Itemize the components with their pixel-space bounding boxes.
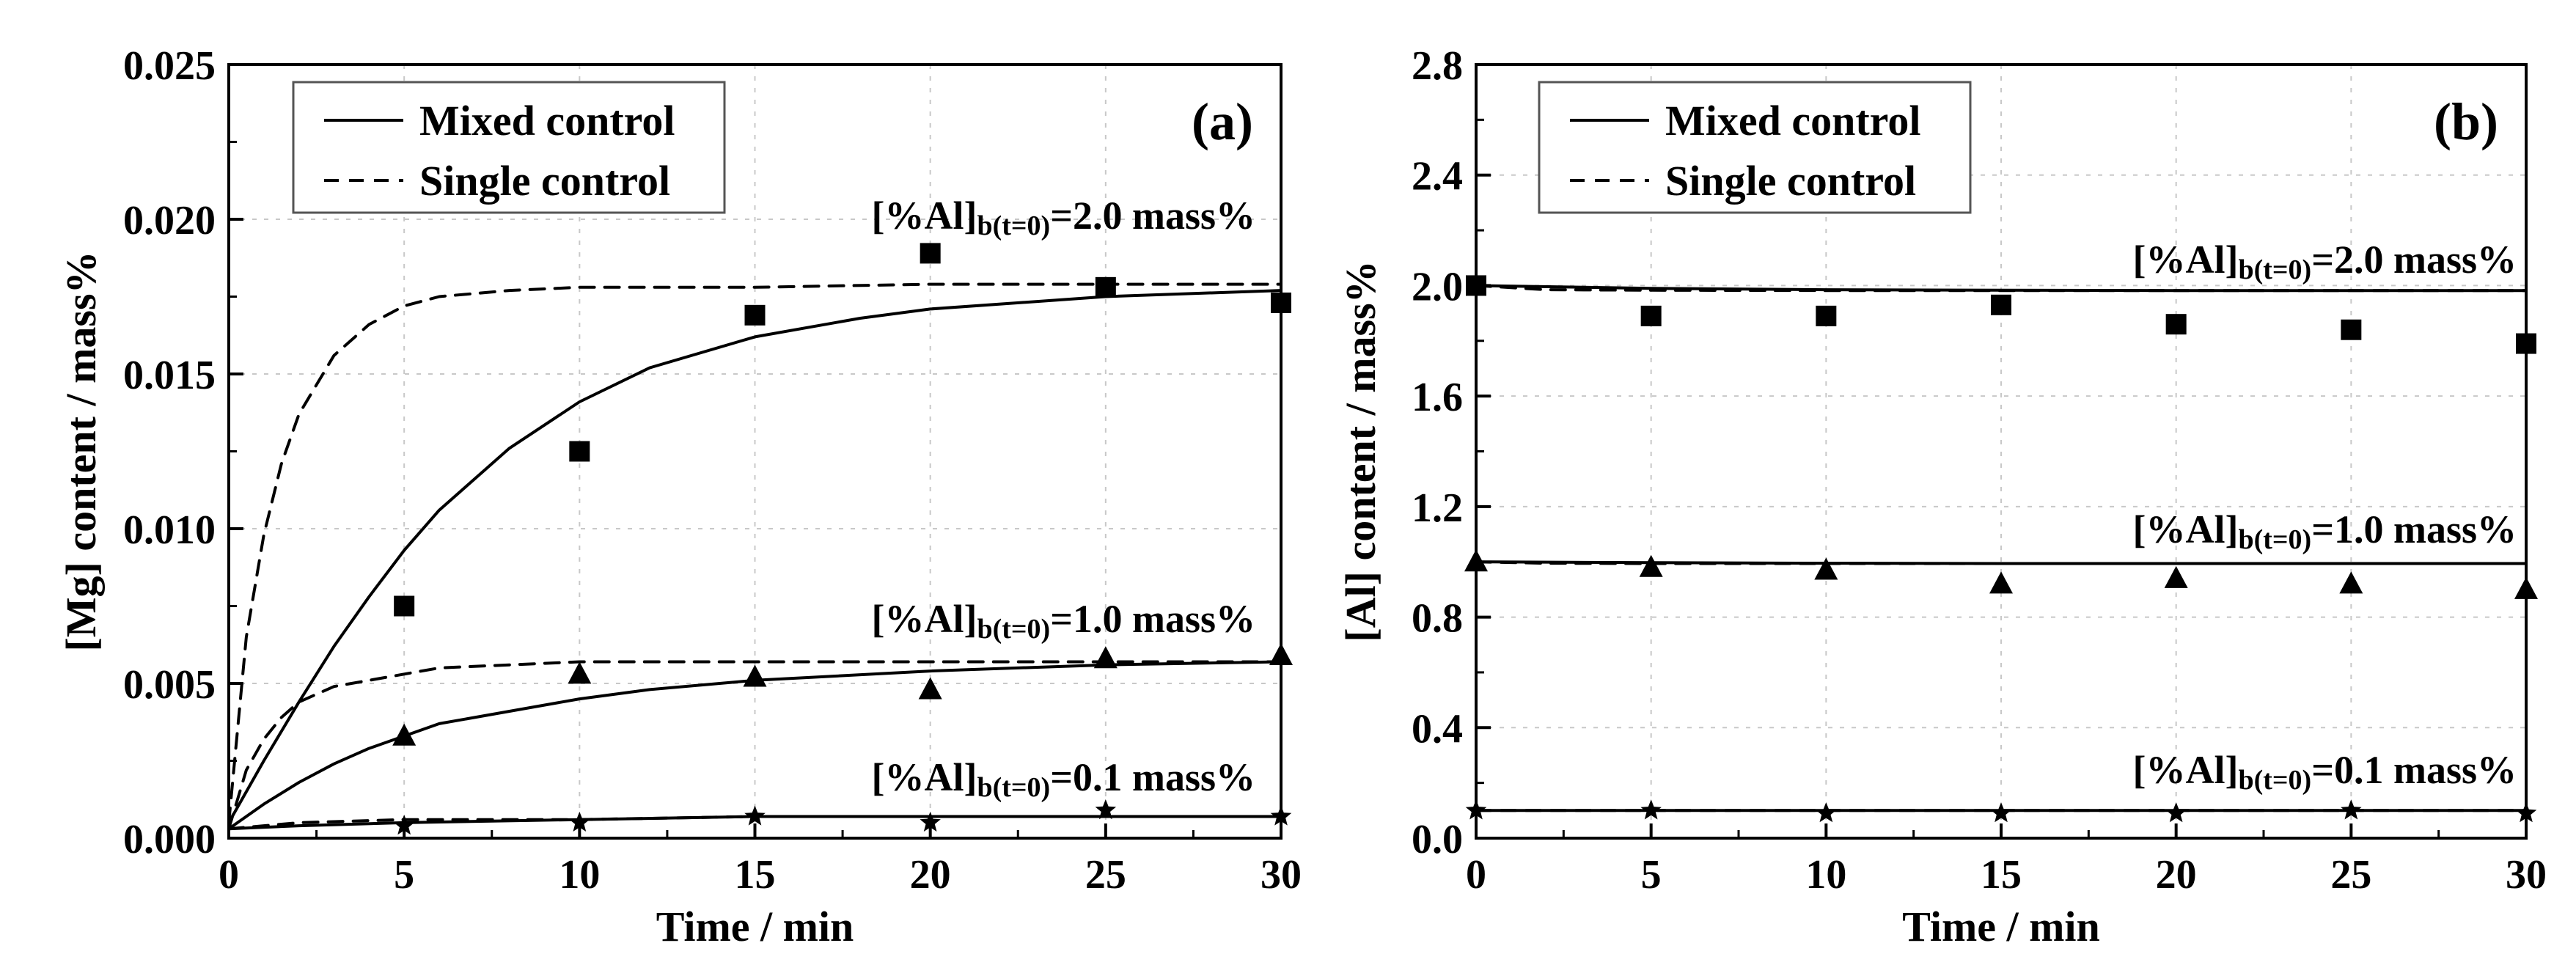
y-tick-label-0-0-b: 0.0 xyxy=(1412,817,1463,862)
marker-square-al-b-t-0-2-0-mass-t5-a xyxy=(394,595,415,617)
panel-label-b: (b) xyxy=(2434,92,2498,151)
annotation-al-0-1-b: [%Al]b(t=0)=0.1 mass% xyxy=(2132,748,2517,796)
annotation-al-1-0-a: [%Al]b(t=0)=1.0 mass% xyxy=(871,597,1255,645)
marker-star-al-b-t-0-0-1-mass-t20-b xyxy=(2165,802,2187,823)
curve-solid-al-b-t-0-2-0-mass-a xyxy=(227,289,1283,824)
chart-panel-b: 0 5 10 15 20 25 30 0.0 0.4 0.8 1.2 1.6 2.0 2.4 2.8 Ti… xyxy=(1337,43,2547,950)
marker-square-al-b-t-0-2-0-mass-t20-a xyxy=(920,243,941,264)
marker-star-al-b-t-0-0-1-mass-t5-b xyxy=(1640,799,1662,820)
marker-square-al-b-t-0-2-0-mass-t25-a xyxy=(1095,276,1116,298)
legend-box-a xyxy=(292,81,726,214)
x-tick-label-0-b: 0 xyxy=(1466,852,1486,898)
marker-square-al-b-t-0-2-0-mass-t20-b xyxy=(2165,314,2187,335)
curve-dashed-al-b-t-0-2-0-mass-b xyxy=(1475,284,2528,293)
x-tick-label-5-a: 5 xyxy=(394,852,414,898)
x-tick-label-20-a: 20 xyxy=(910,852,951,898)
y-tick-labels-b: 0.0 0.4 0.8 1.2 1.6 2.0 2.4 2.8 xyxy=(1412,43,1463,862)
panel-label-a: (a) xyxy=(1192,92,1253,151)
y-tick-label-0-015-a: 0.015 xyxy=(123,353,216,398)
marker-triangle-al-b-t-0-1-0-mass-t10-b xyxy=(1814,557,1838,580)
chart-panel-a: 0 5 10 15 20 25 30 0.0000.0050.0100.0150.0200.… xyxy=(57,43,1302,950)
x-tick-label-0-a: 0 xyxy=(219,852,239,898)
marker-star-al-b-t-0-0-1-mass-t20-a xyxy=(920,811,941,832)
legend-box-b xyxy=(1538,81,1972,214)
y-axis-label-b: [Al] content / mass% xyxy=(1337,260,1384,642)
annotation-al-0-1-a: [%Al]b(t=0)=0.1 mass% xyxy=(871,755,1255,803)
marker-triangle-al-b-t-0-1-0-mass-t10-a xyxy=(568,661,592,684)
x-tick-label-25-a: 25 xyxy=(1085,852,1126,898)
x-tick-label-15-b: 15 xyxy=(1981,852,2022,898)
x-tick-label-20-b: 20 xyxy=(2156,852,2197,898)
curve-solid-al-b-t-0-1-0-mass-a xyxy=(227,660,1283,831)
x-tick-label-10-b: 10 xyxy=(1805,852,1846,898)
x-tick-label-25-b: 25 xyxy=(2330,852,2371,898)
x-axis-label-a: Time / min xyxy=(656,903,854,950)
marker-triangle-al-b-t-0-1-0-mass-t20-a xyxy=(918,677,942,700)
y-tick-label-0-000-a: 0.000 xyxy=(123,817,216,862)
marker-square-al-b-t-0-2-0-mass-t10-b xyxy=(1816,305,1837,326)
y-tick-label-2-0-b: 2.0 xyxy=(1412,264,1463,309)
y-tick-label-1-2-b: 1.2 xyxy=(1412,485,1463,531)
y-tick-label-0-025-a: 0.025 xyxy=(123,43,216,89)
legend-label-single-control-a: Single control xyxy=(419,157,670,205)
marker-triangle-al-b-t-0-1-0-mass-t5-b xyxy=(1639,554,1663,577)
x-tick-label-30-b: 30 xyxy=(2506,852,2547,898)
y-tick-label-0-8-b: 0.8 xyxy=(1412,596,1463,642)
x-tick-labels-b: 0 5 10 15 20 25 30 xyxy=(1466,852,2547,898)
marker-triangle-al-b-t-0-1-0-mass-t25-b xyxy=(2339,571,2363,594)
marker-square-al-b-t-0-2-0-mass-t5-b xyxy=(1640,305,1662,326)
marker-square-al-b-t-0-2-0-mass-t25-b xyxy=(2341,319,2362,340)
y-tick-label-1-6-b: 1.6 xyxy=(1412,375,1463,420)
y-tick-label-0-020-a: 0.020 xyxy=(123,198,216,243)
marker-square-al-b-t-0-2-0-mass-t10-a xyxy=(569,441,590,462)
annotation-al-2-0-b: [%Al]b(t=0)=2.0 mass% xyxy=(2132,238,2517,285)
y-tick-label-0-4-b: 0.4 xyxy=(1412,706,1463,752)
marker-star-al-b-t-0-0-1-mass-t10-b xyxy=(1816,802,1837,823)
marker-triangle-al-b-t-0-1-0-mass-t20-b xyxy=(2164,565,2188,588)
marker-star-al-b-t-0-0-1-mass-t25-b xyxy=(2341,799,2362,820)
marker-star-al-b-t-0-0-1-mass-t10-a xyxy=(569,811,590,832)
x-tick-label-5-b: 5 xyxy=(1641,852,1662,898)
marker-triangle-al-b-t-0-1-0-mass-t15-a xyxy=(743,664,767,687)
y-tick-label-0-010-a: 0.010 xyxy=(123,507,216,553)
y-tick-label-2-8-b: 2.8 xyxy=(1412,43,1463,89)
y-tick-label-0-005-a: 0.005 xyxy=(123,662,216,708)
marker-star-al-b-t-0-0-1-mass-t25-a xyxy=(1095,799,1117,820)
marker-star-al-b-t-0-0-1-mass-t15-a xyxy=(744,805,766,826)
x-tick-label-15-a: 15 xyxy=(735,852,776,898)
annotation-al-1-0-b: [%Al]b(t=0)=1.0 mass% xyxy=(2132,507,2517,555)
marker-star-al-b-t-0-0-1-mass-t15-b xyxy=(1990,802,2012,823)
marker-triangle-al-b-t-0-1-0-mass-t5-a xyxy=(392,723,417,746)
axis-ticks-a xyxy=(227,63,1283,840)
curve-dashed-al-b-t-0-2-0-mass-a xyxy=(227,282,1283,824)
curve-dashed-al-b-t-0-1-0-mass-b xyxy=(1475,560,2528,565)
curve-dashed-al-b-t-0-1-0-mass-a xyxy=(227,660,1283,831)
annotation-al-2-0-a: [%Al]b(t=0)=2.0 mass% xyxy=(871,194,1255,241)
legend-a: Mixed control Single control xyxy=(292,81,726,214)
legend-label-single-control-b: Single control xyxy=(1665,157,1916,205)
y-axis-label-a: [Mg] content / mass% xyxy=(57,251,105,651)
x-tick-label-30-a: 30 xyxy=(1261,852,1302,898)
x-tick-labels-a: 0 5 10 15 20 25 30 xyxy=(219,852,1302,898)
x-axis-label-b: Time / min xyxy=(1902,903,2100,950)
marker-square-al-b-t-0-2-0-mass-t15-a xyxy=(744,304,766,326)
y-tick-labels-a: 0.000 0.005 0.010 0.015 0.020 0.025 xyxy=(123,43,216,862)
marker-triangle-al-b-t-0-1-0-mass-t25-a xyxy=(1093,646,1118,669)
y-tick-label-2-4-b: 2.4 xyxy=(1412,154,1463,199)
axis-ticks-b xyxy=(1475,63,2528,840)
legend-b: Mixed control Single control xyxy=(1538,81,1972,214)
marker-triangle-al-b-t-0-1-0-mass-t15-b xyxy=(1989,571,2013,594)
marker-square-al-b-t-0-2-0-mass-t15-b xyxy=(1991,294,2011,315)
legend-label-mixed-control-a: Mixed control xyxy=(419,97,675,144)
legend-label-mixed-control-b: Mixed control xyxy=(1665,97,1920,144)
x-tick-label-10-a: 10 xyxy=(559,852,600,898)
